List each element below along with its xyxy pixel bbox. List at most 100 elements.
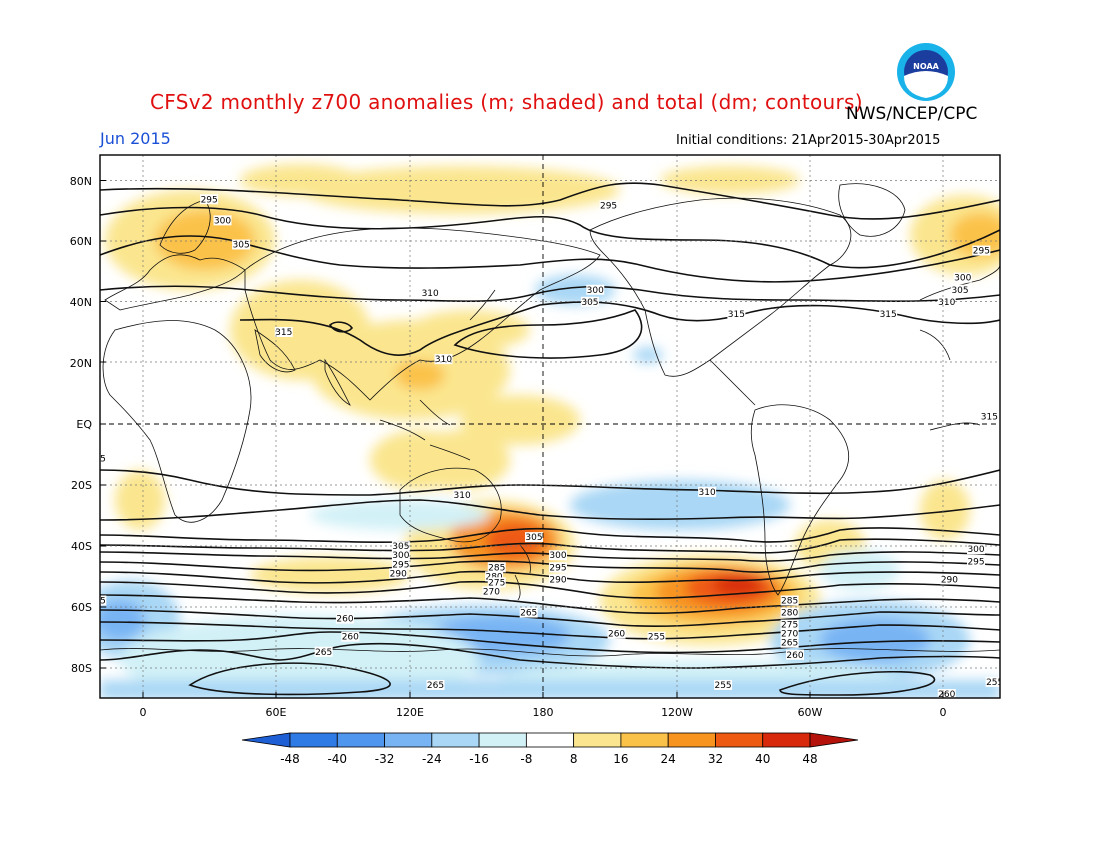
contour-label-bg bbox=[953, 272, 972, 283]
contour-label-text: 260 bbox=[342, 633, 359, 643]
figure-title: CFSv2 monthly z700 anomalies (m; shaded)… bbox=[150, 90, 863, 114]
initial-conditions-label: Initial conditions: 21Apr2015-30Apr2015 bbox=[676, 133, 941, 148]
logo-text: NOAA bbox=[913, 62, 939, 71]
contour-label: 295 bbox=[200, 194, 219, 205]
contour-label: 265 bbox=[519, 607, 538, 619]
contour-label-text: 280 bbox=[485, 572, 502, 582]
contour-label-text: 290 bbox=[390, 569, 407, 579]
contour-label-text: 315 bbox=[728, 310, 745, 320]
contour-label-bg bbox=[780, 595, 799, 606]
contour-label-bg bbox=[780, 607, 799, 618]
contour-label-text: 310 bbox=[699, 488, 716, 498]
contour-label-text: 295 bbox=[392, 560, 409, 570]
contour-label-text: 300 bbox=[954, 274, 971, 284]
contour-label: 315 bbox=[274, 326, 293, 338]
colorbar-box bbox=[620, 732, 669, 748]
colorbar-label: -8 bbox=[520, 752, 532, 766]
lat-label: EQ bbox=[76, 418, 92, 431]
lon-label: 0 bbox=[940, 706, 947, 719]
contour-label: 255 bbox=[714, 679, 733, 691]
contour-label-text: 295 bbox=[201, 195, 218, 205]
contour-label-text: 275 bbox=[781, 621, 798, 631]
contour-label: 275 bbox=[780, 619, 799, 631]
contour-label: 310 bbox=[698, 486, 717, 498]
contour-label-text: 265 bbox=[427, 681, 444, 691]
contour-label: 285 bbox=[487, 562, 506, 573]
contour-label-bg bbox=[434, 354, 453, 365]
contour-label-bg bbox=[232, 239, 251, 250]
map-frame bbox=[99, 154, 1001, 699]
contour-label: 290 bbox=[548, 574, 567, 585]
contour-label-text: 310 bbox=[435, 355, 452, 365]
colorbar-label: 16 bbox=[613, 752, 628, 766]
contour-label: 315 bbox=[980, 411, 999, 422]
contour-label: 315 bbox=[727, 308, 746, 320]
contour-label-text: 270 bbox=[781, 630, 798, 640]
contour-label-text: 305 bbox=[525, 533, 542, 543]
contour-label-bg bbox=[391, 550, 410, 561]
longitude-labels: 0 60E 120E 180 120W 60W 0 bbox=[140, 706, 947, 719]
contour-label-bg bbox=[482, 586, 501, 597]
logo-wave bbox=[904, 71, 948, 98]
contour-label: 260 bbox=[341, 631, 360, 643]
contour-label-bg bbox=[314, 646, 333, 657]
contour-label: 300 bbox=[953, 272, 972, 284]
colorbar-box bbox=[525, 732, 575, 748]
contour-label: 280 bbox=[780, 607, 799, 619]
contour-label-text: 260 bbox=[786, 651, 803, 661]
contour-label-bg bbox=[100, 453, 107, 464]
contour-label-text: 315 bbox=[275, 328, 292, 338]
lat-label: 80S bbox=[71, 662, 92, 675]
contour-label-text: 295 bbox=[549, 563, 566, 573]
colorbar-label: 40 bbox=[755, 752, 770, 766]
contour-label-bg bbox=[780, 628, 799, 639]
contour-label: 295 bbox=[391, 559, 410, 570]
contour-label-bg bbox=[780, 637, 799, 648]
colorbar-box bbox=[431, 732, 480, 748]
colorbar-arrow-low bbox=[241, 732, 291, 748]
contour-label-text: 315 bbox=[981, 412, 998, 422]
contour-label-bg bbox=[426, 679, 445, 690]
colorbar-label: -16 bbox=[469, 752, 489, 766]
contour-label-bg bbox=[951, 284, 970, 295]
colorbar-label: 48 bbox=[802, 752, 817, 766]
contour-label-bg bbox=[879, 308, 898, 319]
contour-label-bg bbox=[341, 631, 360, 642]
contour-label-text: 315 bbox=[89, 455, 106, 465]
lon-label: 60E bbox=[266, 706, 287, 719]
contour-label-text: 290 bbox=[941, 575, 958, 585]
contour-label: 300 bbox=[548, 550, 567, 561]
contour-label-bg bbox=[980, 411, 999, 422]
contour-label-text: 305 bbox=[951, 286, 968, 296]
colorbar-label: 24 bbox=[661, 752, 676, 766]
contour-label-text: 300 bbox=[587, 286, 604, 296]
contour-label: 310 bbox=[421, 287, 440, 299]
lat-label: 60N bbox=[70, 235, 92, 248]
contour-label-text: 270 bbox=[483, 587, 500, 597]
contour-label-text: 300 bbox=[214, 216, 231, 226]
contour-label-bg bbox=[335, 613, 354, 624]
contour-label-text: 285 bbox=[781, 596, 798, 606]
contour-label: 295 bbox=[972, 245, 991, 257]
noaa-logo: NOAA bbox=[897, 43, 955, 101]
contour-label-text: 260 bbox=[336, 615, 353, 625]
contour-label-bg bbox=[519, 607, 538, 618]
colorbar-label: -32 bbox=[375, 752, 395, 766]
contour-label-bg bbox=[487, 577, 506, 588]
forecast-month-label: Jun 2015 bbox=[100, 129, 171, 148]
contour-label: 270 bbox=[780, 628, 799, 640]
contour-label-bg bbox=[453, 489, 472, 500]
contour-label-bg bbox=[940, 574, 959, 585]
colorbar-box bbox=[478, 732, 527, 748]
colorbar-box bbox=[336, 732, 385, 748]
map-plot-area: 2952952953003003003053053053103103103153… bbox=[89, 155, 1000, 698]
contour-label-bg bbox=[200, 194, 219, 205]
latitude-labels: 80N 60N 40N 20N EQ 20S 40S 60S 80S bbox=[70, 175, 93, 675]
contour-label-bg bbox=[727, 308, 746, 319]
lat-label: 40N bbox=[70, 296, 92, 309]
contour-label: 295 bbox=[548, 562, 567, 573]
contour-label: 280 bbox=[485, 571, 504, 582]
contour-label-text: 265 bbox=[89, 596, 106, 606]
